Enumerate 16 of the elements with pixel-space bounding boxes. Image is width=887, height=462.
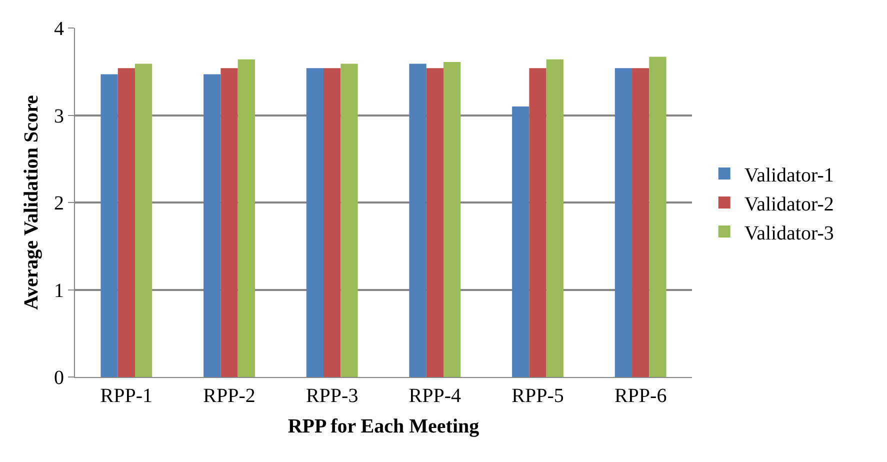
y-tick-label: 4 — [54, 18, 64, 40]
x-tick-label: RPP-3 — [306, 385, 358, 407]
x-axis-title: RPP for Each Meeting — [288, 416, 480, 438]
legend-label: Validator-3 — [744, 222, 834, 244]
y-tick-label: 3 — [54, 105, 64, 128]
x-tick-label: RPP-6 — [614, 385, 667, 407]
x-tick-label: RPP-5 — [512, 385, 564, 407]
y-tick-label: 0 — [54, 367, 64, 389]
legend-label: Validator-1 — [744, 164, 834, 186]
y-tick-label: 1 — [54, 280, 64, 302]
x-tick-label: RPP-1 — [100, 385, 153, 407]
legend-label: Validator-2 — [744, 193, 834, 216]
x-tick-label: RPP-4 — [408, 385, 462, 407]
y-tick-label: 2 — [54, 192, 64, 214]
y-axis-title: Average Validation Score — [20, 94, 42, 310]
x-tick-label: RPP-2 — [203, 385, 256, 407]
